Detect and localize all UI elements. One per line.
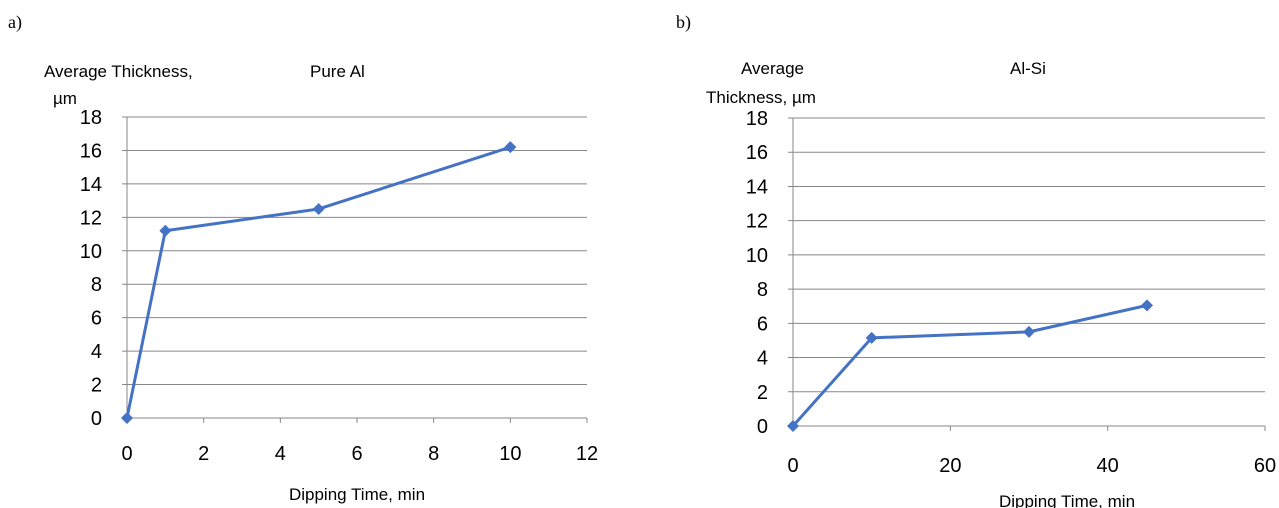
y-tick-label-a-0: 0 (91, 408, 102, 430)
data-point-a-2 (312, 202, 325, 215)
y-tick-label-a-12: 12 (80, 207, 102, 229)
x-tick-label-b-40: 40 (1097, 455, 1119, 477)
x-tick-label-b-20: 20 (939, 455, 961, 477)
x-tick-label-b-60: 60 (1254, 455, 1276, 477)
series-line-b-0 (791, 303, 1148, 427)
y-tick-label-a-14: 14 (80, 174, 102, 196)
panel-b-label: b) (676, 12, 691, 32)
y-axis-label-b-line-1: Average (741, 59, 804, 78)
y-tick-label-a-18: 18 (80, 107, 102, 129)
x-axis-label-b: Dipping Time, min (999, 492, 1135, 508)
data-point-a-0 (121, 412, 133, 424)
x-tick-label-a-12: 12 (576, 443, 598, 465)
x-tick-label-a-2: 2 (198, 443, 209, 465)
y-axis-label-a-line-1: Average Thickness, (44, 62, 193, 81)
y-tick-label-b-4: 4 (757, 348, 768, 370)
x-tick-label-a-10: 10 (499, 443, 521, 465)
data-point-b-1 (865, 331, 878, 344)
x-tick-label-a-6: 6 (351, 443, 362, 465)
series-line-a-0 (125, 145, 511, 419)
y-tick-label-a-4: 4 (91, 341, 102, 363)
y-tick-label-b-14: 14 (746, 176, 768, 198)
x-tick-label-a-4: 4 (275, 443, 286, 465)
y-axis-label-a-line-2: µm (53, 89, 77, 108)
data-point-b-2 (1023, 325, 1035, 338)
y-axis-label-b-line-2: Thickness, µm (706, 88, 816, 107)
y-tick-label-b-12: 12 (746, 211, 768, 233)
chart-title-b: Al-Si (1010, 59, 1046, 78)
data-point-a-1 (159, 224, 172, 237)
y-tick-label-a-8: 8 (91, 274, 102, 296)
y-tick-label-a-6: 6 (91, 308, 102, 330)
y-tick-label-b-0: 0 (757, 416, 768, 438)
y-tick-label-a-2: 2 (91, 375, 102, 397)
data-point-b-0 (787, 420, 799, 432)
y-tick-label-b-2: 2 (757, 382, 768, 404)
y-tick-label-a-10: 10 (80, 241, 102, 263)
y-tick-label-b-16: 16 (746, 142, 768, 164)
y-tick-label-b-18: 18 (746, 108, 768, 130)
y-tick-label-b-10: 10 (746, 245, 768, 267)
y-tick-label-a-16: 16 (80, 140, 102, 162)
y-tick-label-b-8: 8 (757, 279, 768, 301)
x-tick-label-b-0: 0 (787, 455, 798, 477)
chart-title-a: Pure Al (310, 62, 365, 81)
x-tick-label-a-8: 8 (428, 443, 439, 465)
data-point-b-3 (1141, 299, 1153, 312)
x-tick-label-a-0: 0 (121, 443, 132, 465)
y-tick-label-b-6: 6 (757, 313, 768, 335)
x-axis-label-a: Dipping Time, min (289, 485, 425, 504)
panel-a-label: a) (8, 12, 22, 32)
data-point-a-3 (504, 141, 517, 154)
